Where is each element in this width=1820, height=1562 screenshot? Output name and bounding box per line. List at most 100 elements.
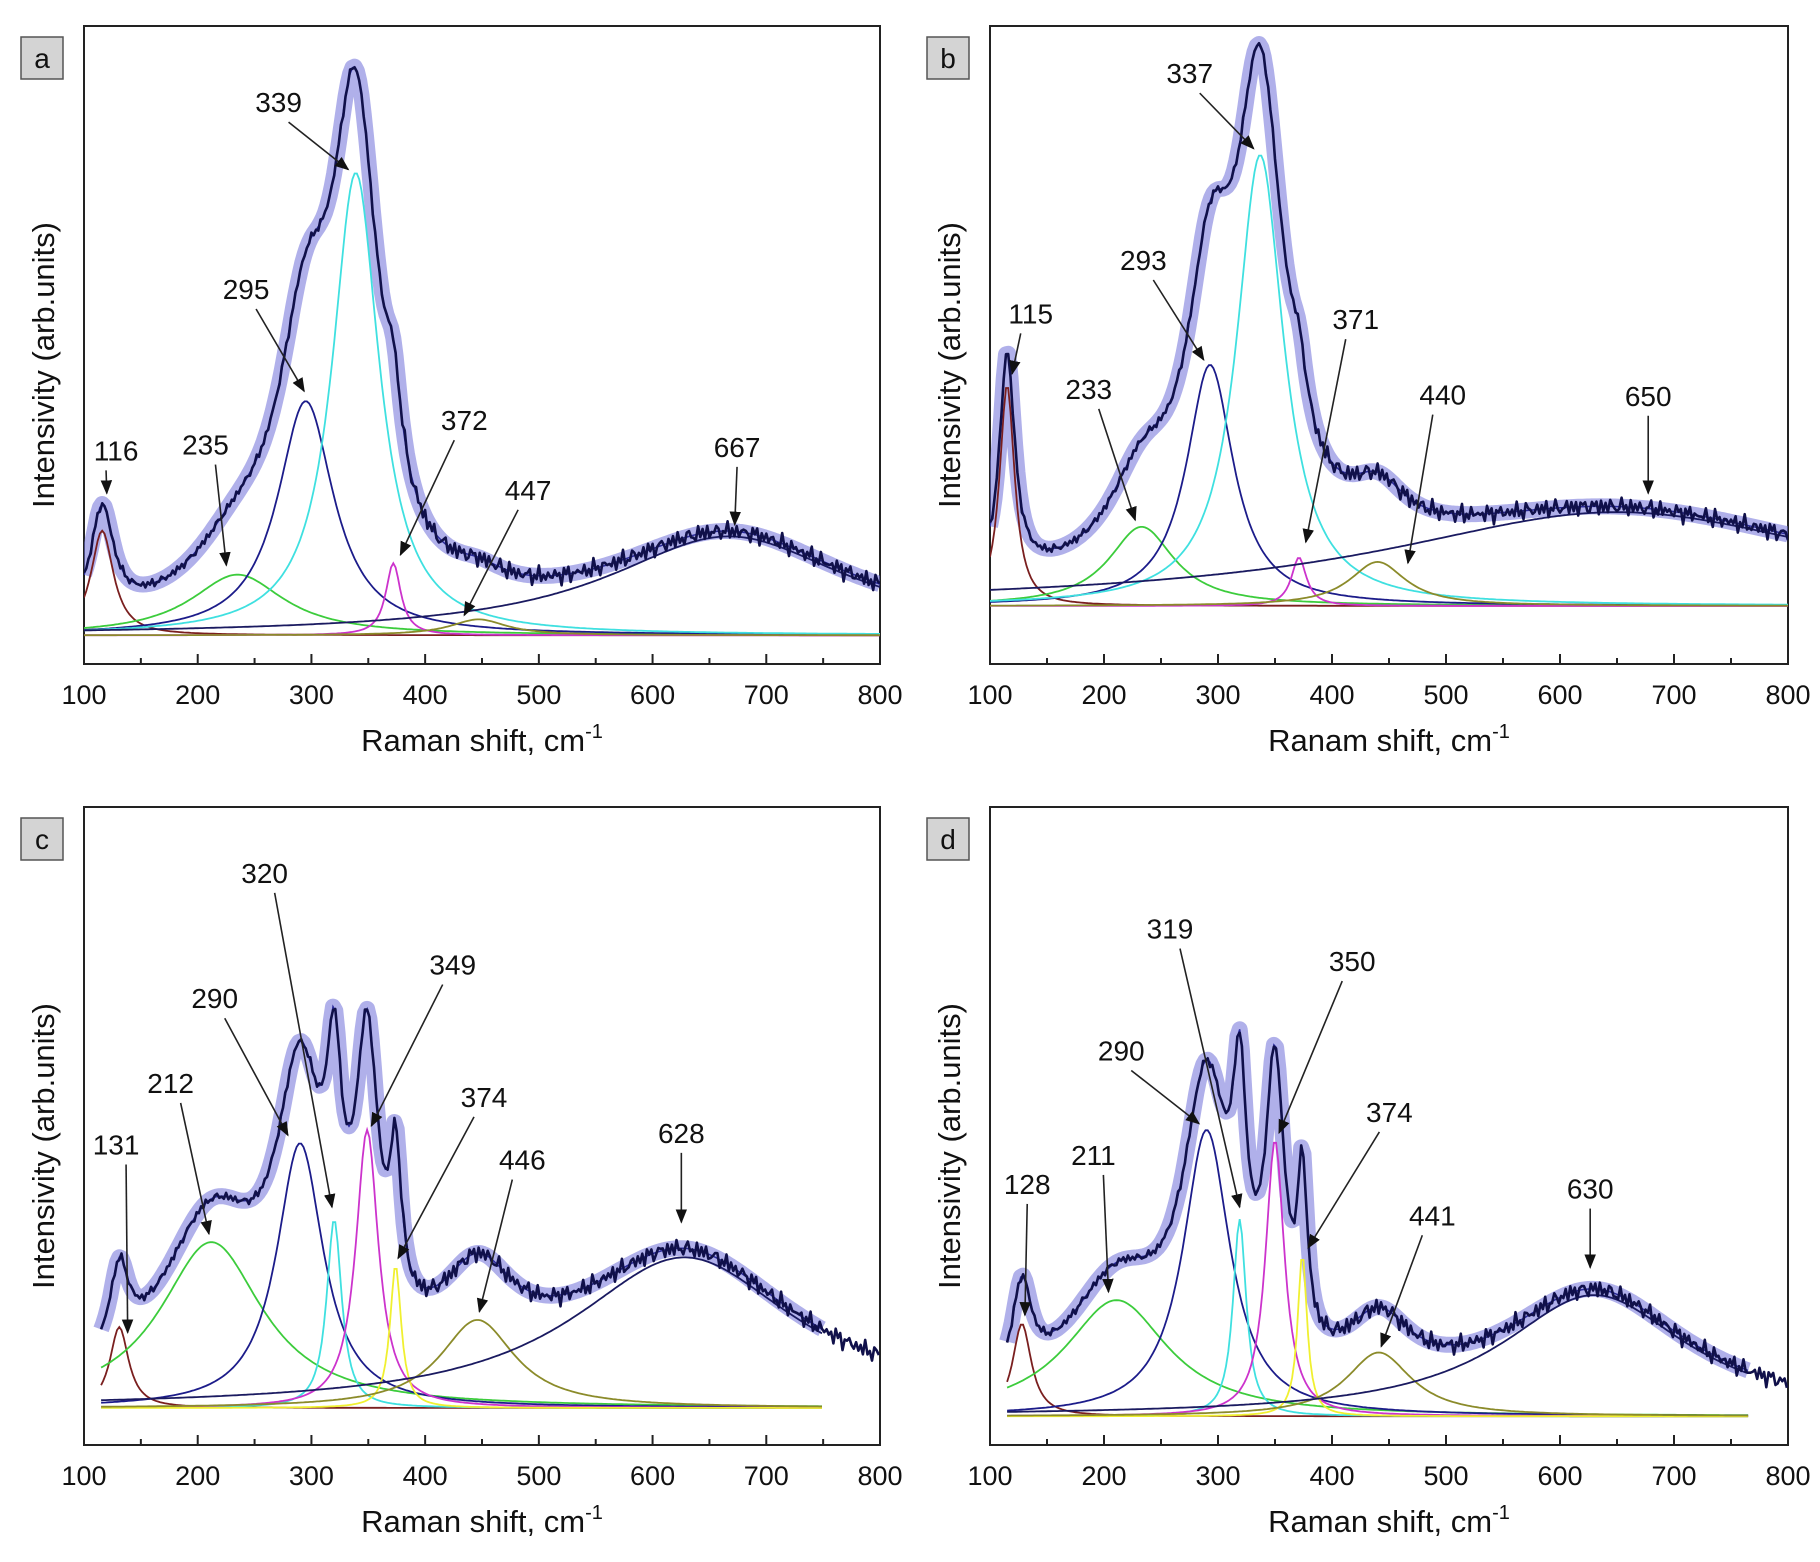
panel-label-box <box>20 36 64 80</box>
annotation-arrow <box>1097 408 1137 522</box>
x-tick-label: 300 <box>289 680 334 710</box>
x-tick-label: 400 <box>1309 1461 1354 1491</box>
component-peak-374 <box>1007 1259 1749 1418</box>
fit-curve <box>84 65 880 586</box>
component-peak-628 <box>101 1256 823 1402</box>
component-peak-667 <box>84 535 880 632</box>
component-peak-440 <box>990 560 1788 607</box>
annotation-arrow <box>179 1102 212 1236</box>
peak-annotation: 372 <box>441 405 488 436</box>
fit-envelope-band <box>990 36 1788 557</box>
x-tick-label: 800 <box>857 1461 902 1491</box>
annotation-arrow <box>1179 948 1243 1209</box>
component-peak-290 <box>1007 1129 1749 1417</box>
x-tick-label: 200 <box>1081 1461 1126 1491</box>
panel-d: 100 200 300 400 500 600 700 800 Raman shift, cm-… <box>926 806 1811 1539</box>
annotation-arrow <box>1278 980 1343 1135</box>
component-peak-319 <box>1007 1218 1749 1418</box>
panel-label-box <box>926 817 970 861</box>
x-tick-label: 300 <box>1195 1461 1240 1491</box>
annotation-arrow <box>1307 1131 1381 1249</box>
x-tick-label: 600 <box>630 1461 675 1491</box>
panel-label: b <box>940 43 956 74</box>
x-tick-label: 700 <box>744 1461 789 1491</box>
peak-annotation: 446 <box>499 1145 546 1176</box>
annotation-arrow <box>1009 333 1022 376</box>
fit-curve <box>1006 1029 1749 1372</box>
plot-frame <box>989 25 1789 665</box>
peak-annotation: 349 <box>429 950 476 981</box>
x-tick-label: 300 <box>289 1461 334 1491</box>
annotation-arrow <box>1102 1174 1114 1294</box>
annotation-arrow <box>1302 339 1347 544</box>
peak-annotation: 211 <box>1071 1140 1116 1171</box>
x-tick-label: 500 <box>1423 680 1468 710</box>
annotation-arrow <box>1019 1203 1031 1317</box>
annotation-arrow <box>1199 92 1255 150</box>
plot-frame <box>83 25 881 665</box>
component-peak-337 <box>990 154 1788 606</box>
x-tick-label: 200 <box>175 1461 220 1491</box>
x-tick-label: 600 <box>1537 680 1582 710</box>
plot-frame <box>83 806 881 1446</box>
peak-annotation: 650 <box>1625 381 1672 412</box>
peak-annotation: 628 <box>658 1118 705 1149</box>
annotation-arrow <box>399 439 456 557</box>
annotation-arrow <box>370 984 444 1128</box>
y-axis-label: Intensivity (arb.units) <box>26 222 61 508</box>
annotation-arrow <box>1380 1234 1424 1348</box>
peak-annotation: 235 <box>182 430 229 461</box>
component-peak-128 <box>1006 1323 1749 1418</box>
peak-annotation: 233 <box>1065 374 1112 405</box>
panel-a: 100 200 300 400 500 600 700 800 Raman shift, cm-… <box>20 25 903 758</box>
annotation-arrow <box>255 308 305 393</box>
component-peak-211 <box>1006 1299 1749 1417</box>
y-axis-label: Intensivity (arb.units) <box>26 1003 61 1289</box>
x-tick-label: 800 <box>1765 680 1810 710</box>
peak-annotation: 116 <box>94 435 139 466</box>
peak-annotation: 667 <box>714 432 761 463</box>
component-peak-350 <box>1007 1141 1749 1417</box>
component-peak-339 <box>84 172 880 635</box>
annotation-arrow <box>288 121 350 171</box>
x-tick-label: 700 <box>1651 680 1696 710</box>
fit-envelope-band <box>93 998 828 1336</box>
x-tick-label: 600 <box>630 680 675 710</box>
x-tick-label: 400 <box>403 1461 448 1491</box>
peak-annotation: 131 <box>93 1129 140 1160</box>
component-peak-650 <box>990 511 1788 591</box>
annotation-arrow <box>463 509 519 617</box>
x-axis-label: Raman shift, cm-1 <box>1268 1502 1510 1539</box>
x-tick-label: 500 <box>516 1461 561 1491</box>
x-tick-label: 800 <box>1765 1461 1810 1491</box>
peak-annotation: 319 <box>1147 914 1194 945</box>
peak-annotation: 295 <box>223 274 270 305</box>
x-axis-label: Raman shift, cm-1 <box>361 1502 603 1539</box>
component-peak-374 <box>101 1268 822 1409</box>
peak-annotation: 350 <box>1329 946 1376 977</box>
x-tick-label: 200 <box>1081 680 1126 710</box>
experimental-spectrum <box>99 1007 880 1362</box>
peak-annotation: 337 <box>1166 58 1213 89</box>
x-tick-label: 500 <box>516 680 561 710</box>
panel-label: a <box>34 43 50 74</box>
x-tick-label: 700 <box>744 680 789 710</box>
peak-annotation: 293 <box>1120 245 1167 276</box>
x-tick-label: 400 <box>403 680 448 710</box>
annotation-arrow <box>1404 414 1434 565</box>
peak-annotation: 212 <box>147 1068 194 1099</box>
x-tick-label: 700 <box>1651 1461 1696 1491</box>
fit-envelope-band <box>84 58 880 593</box>
component-peak-630 <box>1007 1294 1749 1413</box>
component-peak-235 <box>84 573 880 636</box>
x-tick-label: 100 <box>967 680 1012 710</box>
annotation-arrow <box>121 1164 134 1334</box>
annotation-arrow <box>1152 279 1205 362</box>
y-axis-label: Intensivity (arb.units) <box>932 1003 967 1289</box>
annotation-arrow <box>476 1179 514 1314</box>
x-tick-label: 500 <box>1423 1461 1468 1491</box>
panel-label-box <box>926 36 970 80</box>
peak-annotation: 374 <box>1366 1097 1413 1128</box>
x-tick-label: 200 <box>175 680 220 710</box>
